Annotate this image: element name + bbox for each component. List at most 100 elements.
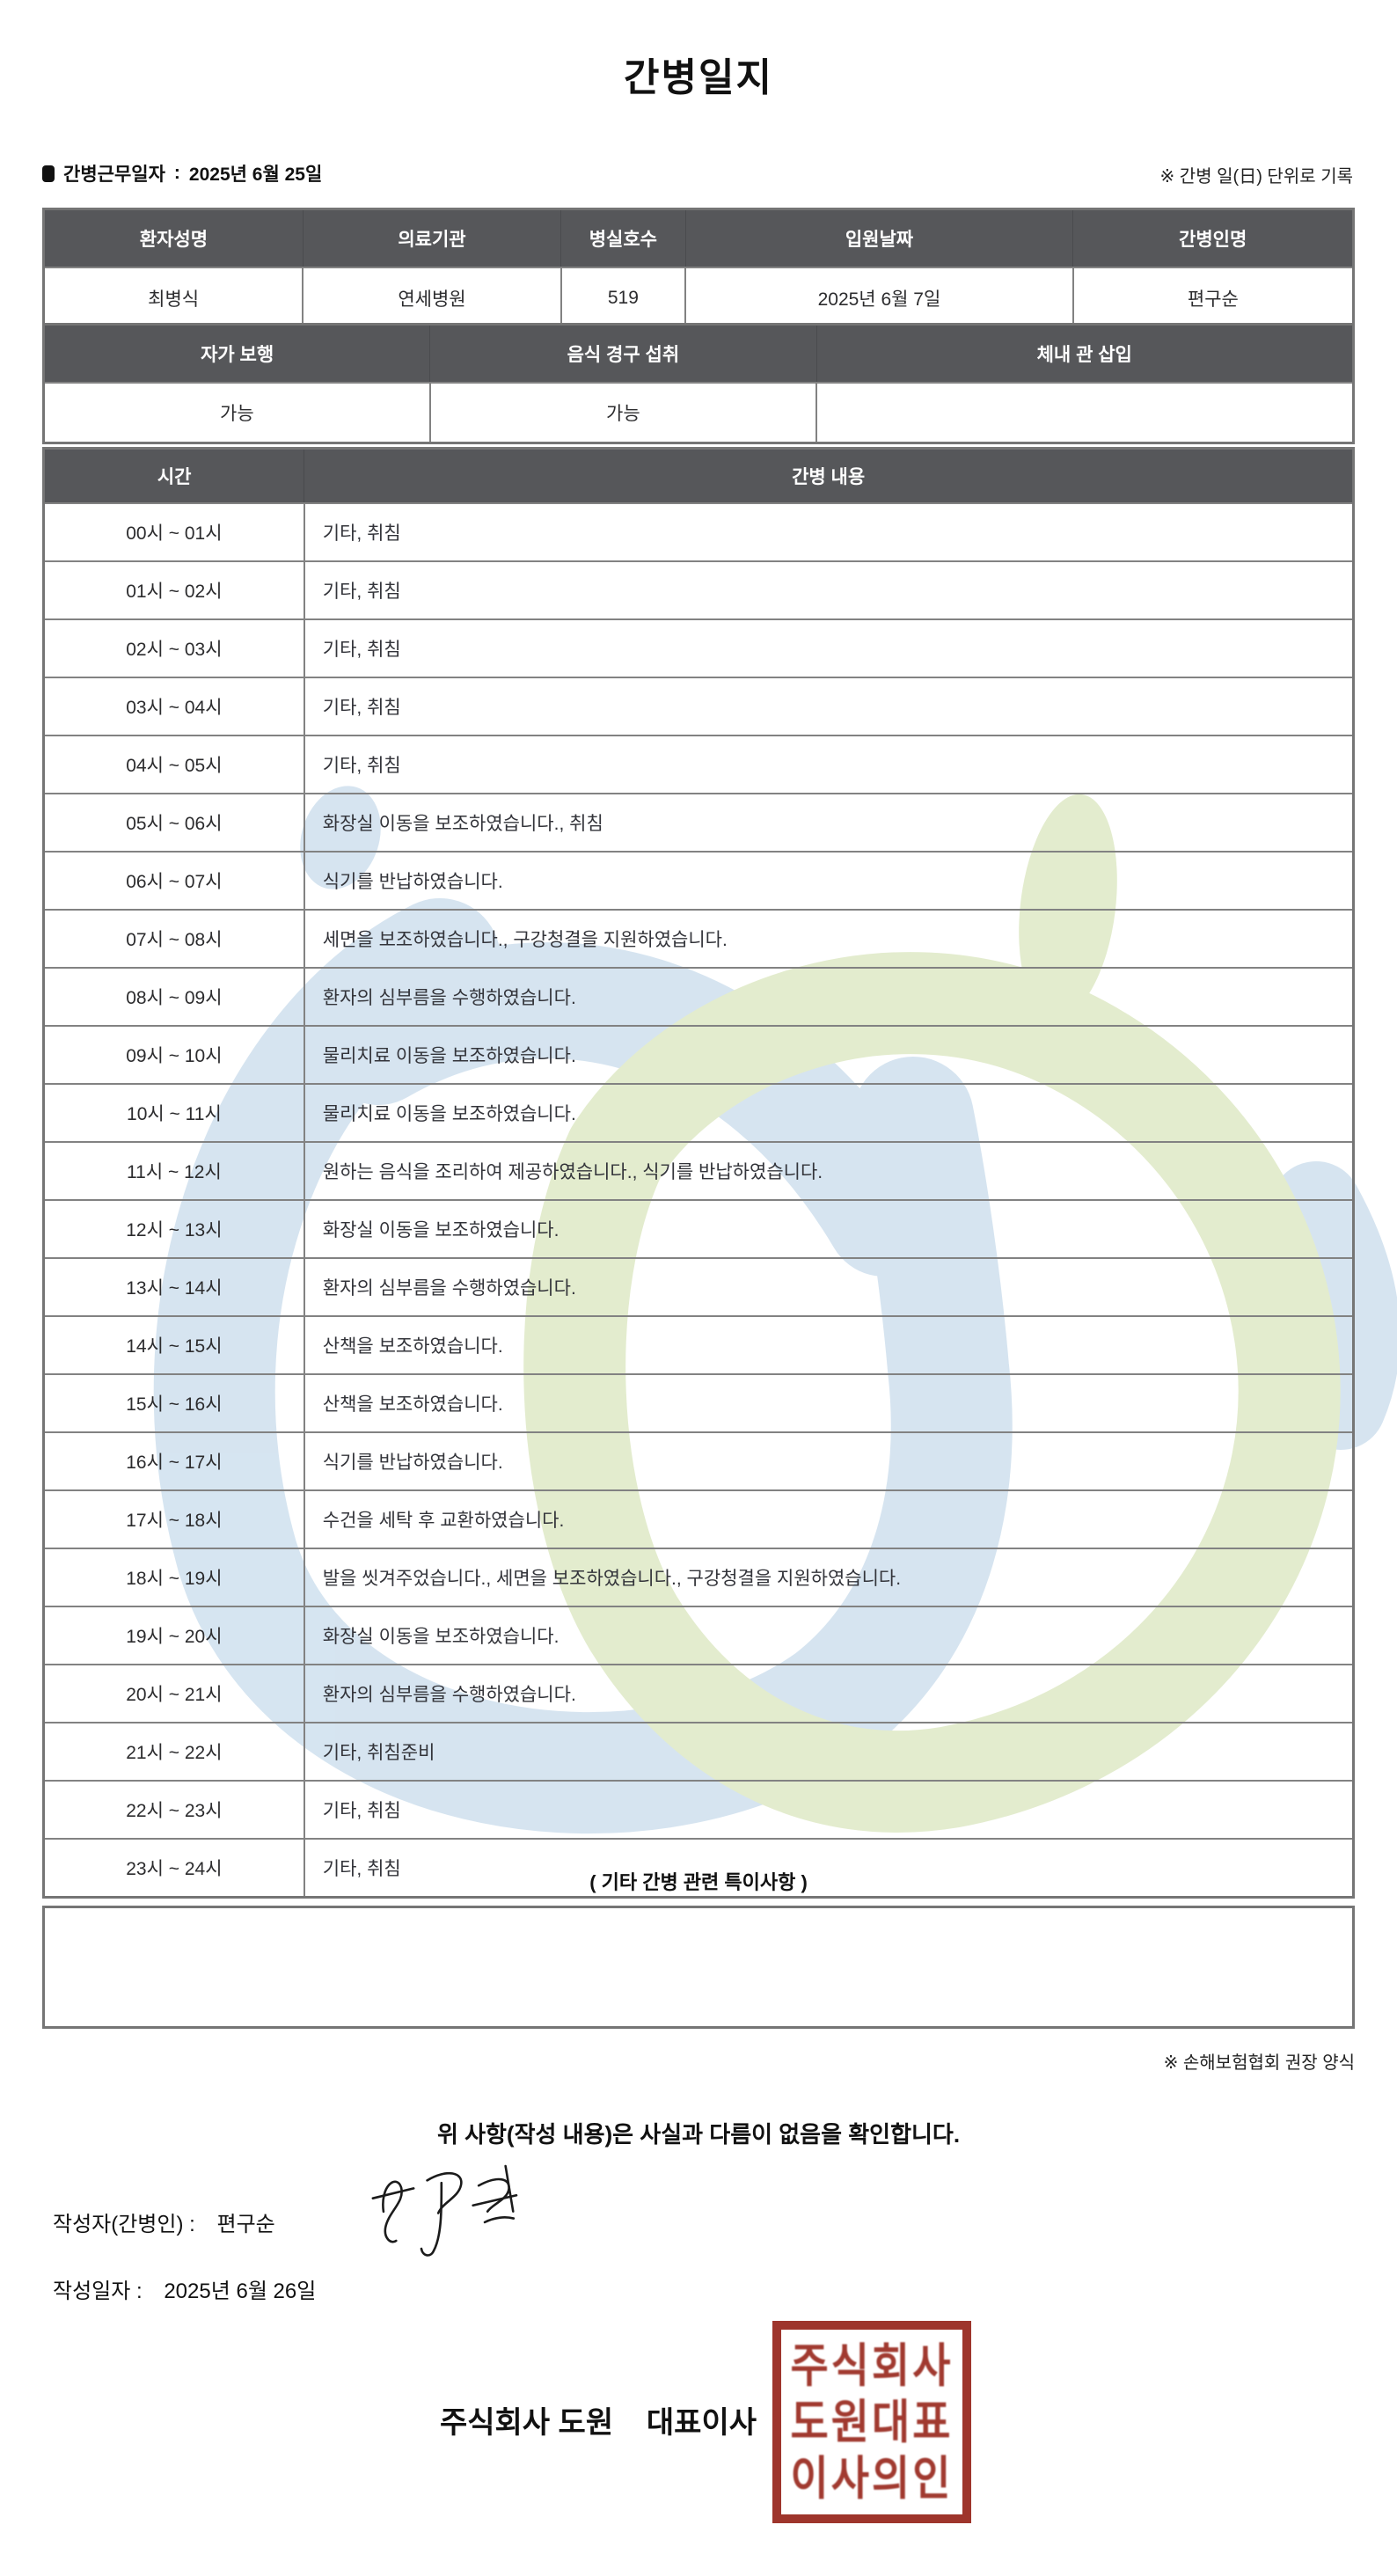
care-time-cell: 06시 ~ 07시 [42,851,305,911]
care-table-row: 09시 ~ 10시 물리치료 이동을 보조하였습니다. [42,1025,1355,1085]
written-date-value: 2025년 6월 26일 [164,2280,317,2303]
care-content-cell: 환자의 심부름을 수행하였습니다. [303,1257,1355,1317]
care-content-cell: 식기를 반납하였습니다. [303,851,1355,911]
care-time-cell: 00시 ~ 01시 [42,502,305,562]
hourly-care-table: 시간 간병 내용 00시 ~ 01시 기타, 취침 01시 ~ 02시 기타, 취침 0… [42,447,1355,1899]
care-content-cell: 원하는 음식을 조리하여 제공하였습니다., 식기를 반납하였습니다. [303,1141,1355,1201]
care-content-cell: 물리치료 이동을 보조하였습니다. [303,1083,1355,1143]
care-table-row: 10시 ~ 11시 물리치료 이동을 보조하였습니다. [42,1083,1355,1143]
care-content-cell: 세면을 보조하였습니다., 구강청결을 지원하였습니다. [303,909,1355,969]
care-time-cell: 20시 ~ 21시 [42,1664,305,1723]
care-table-row: 20시 ~ 21시 환자의 심부름을 수행하였습니다. [42,1664,1355,1723]
written-date-label: 작성일자 : [53,2280,143,2303]
care-content-cell: 기타, 취침 [303,677,1355,736]
care-content-cell: 화장실 이동을 보조하였습니다. [303,1199,1355,1259]
care-content-cell: 환자의 심부름을 수행하였습니다. [303,1664,1355,1723]
col-header-care-content: 간병 내용 [304,448,1354,504]
care-time-cell: 19시 ~ 20시 [42,1606,305,1665]
care-content-cell: 산책을 보조하였습니다. [303,1373,1355,1433]
care-content-cell: 기타, 취침 [303,560,1355,620]
meta-line: 간병근무일자 : 2025년 6월 25일 ※ 간병 일(日) 단위로 기록 [42,160,1355,187]
patient-info-table: 환자성명 의료기관 병실호수 입원날짜 간병인명 최병식 연세병원 519 20… [42,208,1355,330]
unit-note: ※ 간병 일(日) 단위로 기록 [1159,167,1353,187]
care-time-cell: 23시 ~ 24시 [42,1838,305,1899]
room-number-value: 519 [560,267,687,330]
care-table-row: 13시 ~ 14시 환자의 심부름을 수행하였습니다. [42,1257,1355,1317]
care-table-row: 17시 ~ 18시 수건을 세탁 후 교환하였습니다. [42,1489,1355,1549]
special-notes-title: ( 기타 간병 관련 특이사항 ) [589,1871,808,1893]
care-table-row: 11시 ~ 12시 원하는 음식을 조리하여 제공하였습니다., 식기를 반납하였… [42,1141,1355,1201]
care-table-row: 18시 ~ 19시 발을 씻겨주었습니다., 세면을 보조하였습니다., 구강청결… [42,1548,1355,1607]
col-header-tube-insertion: 체내 관 삽입 [816,324,1354,384]
care-table-row: 06시 ~ 07시 식기를 반납하였습니다. [42,851,1355,911]
care-content-cell: 화장실 이동을 보조하였습니다., 취침 [303,793,1355,853]
square-bullet-icon [42,165,55,182]
care-time-cell: 12시 ~ 13시 [42,1199,305,1259]
col-header-self-walking: 자가 보행 [42,324,431,384]
condition-value-row: 가능 가능 [42,382,1355,444]
confirmation-statement: 위 사항(작성 내용)은 사실과 다름이 없음을 확인합니다. [436,2121,961,2148]
care-content-cell: 발을 씻겨주었습니다., 세면을 보조하였습니다., 구강청결을 지원하였습니다… [303,1548,1355,1607]
care-table-row: 04시 ~ 05시 기타, 취침 [42,735,1355,794]
care-table-header-row: 시간 간병 내용 [42,448,1354,504]
care-table-row: 19시 ~ 20시 화장실 이동을 보조하였습니다. [42,1606,1355,1665]
self-walking-value: 가능 [42,382,431,444]
col-header-caregiver-name: 간병인명 [1072,209,1354,268]
special-notes-box [42,1906,1355,2029]
col-header-admission-date: 입원날짜 [684,209,1074,268]
care-table-row: 03시 ~ 04시 기타, 취침 [42,677,1355,736]
care-content-cell: 수건을 세탁 후 교환하였습니다. [303,1489,1355,1549]
caregiver-name-value: 편구순 [1072,267,1355,330]
care-time-cell: 13시 ~ 14시 [42,1257,305,1317]
care-table-row: 07시 ~ 08시 세면을 보조하였습니다., 구강청결을 지원하였습니다. [42,909,1355,969]
care-table-row: 16시 ~ 17시 식기를 반납하였습니다. [42,1431,1355,1491]
col-header-institution: 의료기관 [302,209,562,268]
col-header-oral-intake: 음식 경구 섭취 [429,324,817,384]
care-time-cell: 02시 ~ 03시 [42,618,305,678]
patient-name-value: 최병식 [42,267,304,330]
work-date-line: 간병근무일자 : 2025년 6월 25일 [42,160,322,187]
care-table-row: 22시 ~ 23시 기타, 취침 [42,1780,1355,1840]
institution-value: 연세병원 [302,267,562,330]
care-content-cell: 환자의 심부름을 수행하였습니다. [303,967,1355,1027]
condition-header-row: 자가 보행 음식 경구 섭취 체내 관 삽입 [42,324,1354,384]
care-time-cell: 18시 ~ 19시 [42,1548,305,1607]
oral-intake-value: 가능 [428,382,818,444]
care-content-cell: 기타, 취침준비 [303,1722,1355,1782]
stamp-text-row: 주식회사 [790,2338,954,2392]
care-time-cell: 14시 ~ 15시 [42,1315,305,1375]
care-content-cell: 산책을 보조하였습니다. [303,1315,1355,1375]
care-table-row: 00시 ~ 01시 기타, 취침 [42,502,1355,562]
work-date-value: 2025년 6월 25일 [188,165,323,185]
corporate-seal-stamp: 주식회사 도원대표 이사의인 [772,2321,971,2523]
care-content-cell: 기타, 취침 [303,1780,1355,1840]
col-header-time: 시간 [42,448,305,504]
page-title: 간병일지 [624,56,773,99]
care-table-row: 08시 ~ 09시 환자의 심부름을 수행하였습니다. [42,967,1355,1027]
recommended-form-note: ※ 손해보험협회 권장 양식 [1163,2053,1355,2073]
care-time-cell: 15시 ~ 16시 [42,1373,305,1433]
care-table-row: 02시 ~ 03시 기타, 취침 [42,618,1355,678]
care-time-cell: 22시 ~ 23시 [42,1780,305,1840]
care-time-cell: 16시 ~ 17시 [42,1431,305,1491]
written-date-line: 작성일자 : 2025년 6월 26일 [53,2273,1365,2304]
company-ceo-line: 주식회사 도원 대표이사 [439,2406,757,2440]
condition-table: 자가 보행 음식 경구 섭취 체내 관 삽입 가능 가능 [42,323,1355,444]
care-content-cell: 기타, 취침 [303,502,1355,562]
patient-info-value-row: 최병식 연세병원 519 2025년 6월 7일 편구순 [42,267,1355,330]
care-content-cell: 화장실 이동을 보조하였습니다. [303,1606,1355,1665]
care-table-row: 21시 ~ 22시 기타, 취침준비 [42,1722,1355,1782]
care-time-cell: 17시 ~ 18시 [42,1489,305,1549]
tube-insertion-value [816,382,1355,444]
care-time-cell: 01시 ~ 02시 [42,560,305,620]
care-content-cell: 기타, 취침 [303,618,1355,678]
care-time-cell: 07시 ~ 08시 [42,909,305,969]
care-time-cell: 03시 ~ 04시 [42,677,305,736]
care-time-cell: 05시 ~ 06시 [42,793,305,853]
care-content-cell: 식기를 반납하였습니다. [303,1431,1355,1491]
patient-info-header-row: 환자성명 의료기관 병실호수 입원날짜 간병인명 [43,209,1354,268]
work-date-label: 간병근무일자 [63,165,165,185]
care-time-cell: 10시 ~ 11시 [42,1083,305,1143]
care-time-cell: 09시 ~ 10시 [42,1025,305,1085]
care-content-cell: 기타, 취침 [303,1838,1355,1899]
